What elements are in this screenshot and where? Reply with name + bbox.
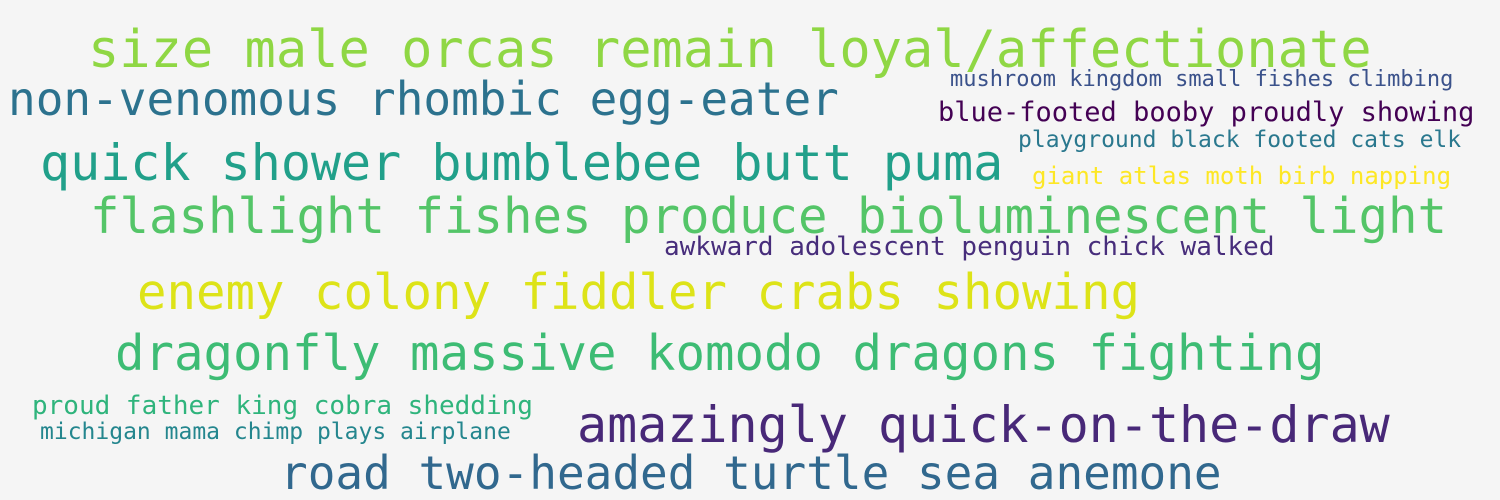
cloud-word: mushroom kingdom small fishes climbing xyxy=(950,67,1454,92)
cloud-word: road two-headed turtle sea anemone xyxy=(280,446,1222,500)
cloud-word: michigan mama chimp plays airplane xyxy=(40,419,511,445)
cloud-word: non-venomous rhombic egg-eater xyxy=(8,72,839,126)
cloud-word: awkward adolescent penguin chick walked xyxy=(664,232,1275,262)
cloud-word: playground black footed cats elk xyxy=(1018,127,1462,153)
cloud-word: blue-footed booby proudly showing xyxy=(938,97,1475,128)
cloud-word: flashlight fishes produce bioluminescent… xyxy=(90,188,1448,245)
cloud-word: size male orcas remain loyal/affectionat… xyxy=(88,20,1372,80)
cloud-word: giant atlas moth birb napping xyxy=(1032,162,1452,190)
cloud-word: amazingly quick-on-the-draw xyxy=(577,396,1390,454)
cloud-word: enemy colony fiddler crabs showing xyxy=(137,264,1141,321)
cloud-word: proud father king cobra shedding xyxy=(32,391,533,421)
cloud-word: quick shower bumblebee butt puma xyxy=(40,134,1004,192)
cloud-word: dragonfly massive komodo dragons fightin… xyxy=(115,325,1325,382)
